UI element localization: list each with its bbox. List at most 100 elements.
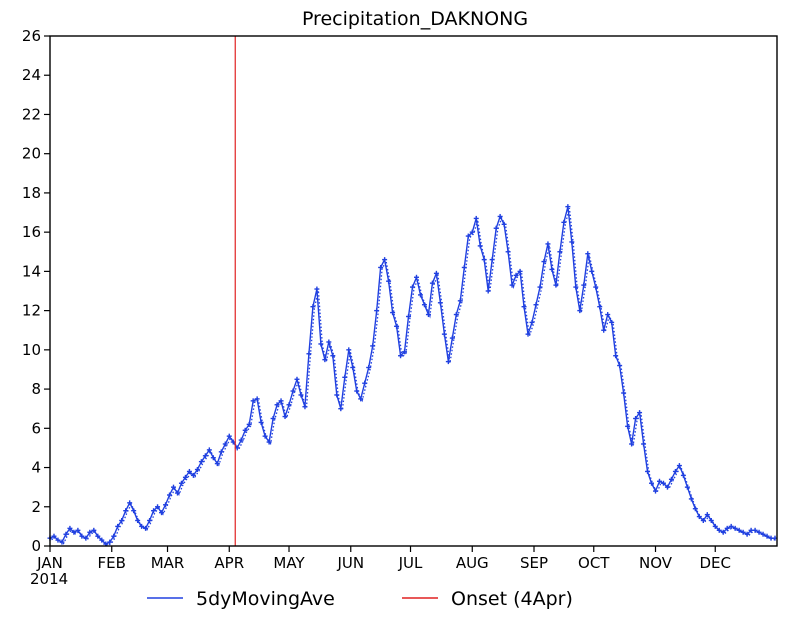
data-point xyxy=(51,533,57,539)
data-point xyxy=(107,539,113,545)
data-point xyxy=(629,441,635,447)
data-point xyxy=(358,396,364,402)
data-point xyxy=(756,529,762,535)
data-point xyxy=(529,319,535,325)
data-point xyxy=(202,453,208,459)
data-point xyxy=(680,472,686,478)
data-point xyxy=(485,288,491,294)
data-point xyxy=(270,416,276,421)
data-point xyxy=(473,215,479,221)
legend: 5dyMovingAve Onset (4Apr) xyxy=(147,588,573,610)
data-point xyxy=(95,533,101,539)
data-point xyxy=(764,533,770,539)
data-point xyxy=(266,439,272,445)
data-point xyxy=(131,508,137,514)
data-point xyxy=(67,525,73,531)
data-point xyxy=(740,529,746,535)
data-point xyxy=(386,278,392,284)
data-point xyxy=(143,525,149,531)
data-point xyxy=(561,219,567,225)
data-point xyxy=(254,396,260,402)
data-point xyxy=(322,357,328,363)
data-point xyxy=(167,492,173,498)
data-point xyxy=(174,490,180,496)
y-tick-label: 2 xyxy=(31,498,41,516)
data-point xyxy=(672,468,678,474)
y-tick-label: 12 xyxy=(22,302,41,320)
x-tick-label: MAR xyxy=(151,554,185,572)
data-point xyxy=(760,531,766,537)
data-point xyxy=(453,312,459,318)
data-point xyxy=(613,353,619,359)
data-point xyxy=(178,480,184,486)
legend-label: Onset (4Apr) xyxy=(451,588,573,610)
data-point xyxy=(250,398,256,404)
data-point xyxy=(585,251,591,257)
data-point xyxy=(390,310,396,316)
data-point xyxy=(147,518,153,523)
data-point xyxy=(111,533,117,539)
y-tick-label: 16 xyxy=(22,223,41,241)
x-tick-label: AUG xyxy=(456,554,489,572)
data-point xyxy=(159,510,165,516)
data-point xyxy=(75,527,81,533)
data-point xyxy=(641,441,647,447)
data-point xyxy=(461,264,467,270)
data-point xyxy=(533,302,539,308)
data-point xyxy=(79,533,85,539)
plot-frame xyxy=(49,35,778,547)
data-point xyxy=(656,478,662,484)
data-point xyxy=(605,312,611,318)
data-point xyxy=(190,472,196,478)
data-point xyxy=(445,359,451,365)
data-point xyxy=(597,304,603,310)
data-point xyxy=(374,308,380,314)
data-point xyxy=(326,339,332,345)
data-point xyxy=(218,449,224,455)
year-label: 2014 xyxy=(30,570,68,588)
data-point xyxy=(565,204,571,210)
data-point xyxy=(71,529,77,535)
data-point xyxy=(151,508,157,514)
data-point xyxy=(633,416,639,421)
y-tick-label: 8 xyxy=(31,380,41,398)
data-point xyxy=(688,496,694,502)
data-point xyxy=(135,518,141,523)
data-point xyxy=(294,376,300,382)
data-point xyxy=(696,514,702,520)
data-point xyxy=(278,398,284,404)
x-tick-label: JUL xyxy=(398,554,423,572)
data-point xyxy=(593,284,599,290)
data-point xyxy=(549,266,555,272)
data-point xyxy=(637,410,643,416)
data-point xyxy=(465,233,471,239)
data-point xyxy=(433,270,439,276)
data-point xyxy=(589,268,595,274)
x-tick-label: NOV xyxy=(639,554,673,572)
data-point xyxy=(354,388,360,394)
data-point xyxy=(194,467,200,472)
data-point xyxy=(226,433,232,439)
data-point xyxy=(481,257,487,263)
data-point xyxy=(720,529,726,535)
data-point xyxy=(350,365,356,370)
data-point xyxy=(318,341,324,347)
data-point xyxy=(497,213,503,219)
data-point xyxy=(119,518,125,523)
data-point xyxy=(601,327,607,333)
data-point xyxy=(282,414,288,420)
data-point xyxy=(477,243,483,249)
y-tick-label: 26 xyxy=(22,27,41,45)
data-point xyxy=(330,353,336,359)
data-point xyxy=(362,380,368,386)
data-point xyxy=(214,461,220,467)
data-point xyxy=(290,388,296,394)
legend-label: 5dyMovingAve xyxy=(196,588,335,610)
data-point xyxy=(521,304,527,310)
chart-title: Precipitation_DAKNONG xyxy=(302,8,528,30)
y-tick-label: 14 xyxy=(22,262,41,280)
data-point xyxy=(274,402,280,408)
data-point xyxy=(417,292,423,298)
series-5dymovingave-line xyxy=(49,206,775,545)
data-point xyxy=(182,474,188,480)
